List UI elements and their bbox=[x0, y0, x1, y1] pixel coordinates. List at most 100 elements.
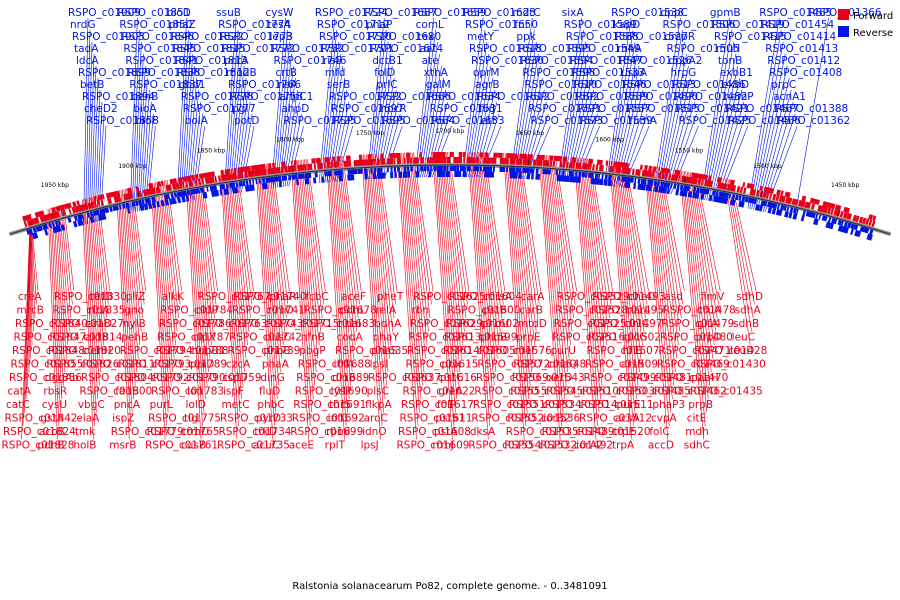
forward-gene-label[interactable]: vbgC bbox=[78, 399, 105, 411]
forward-gene-label[interactable]: RSPO_c01548 bbox=[513, 359, 586, 371]
forward-gene-label[interactable]: leuD bbox=[730, 345, 754, 357]
forward-gene-label[interactable]: prpD bbox=[696, 332, 722, 344]
forward-gene-label[interactable]: dinG bbox=[260, 372, 284, 384]
forward-gene-label[interactable]: RSPO_c01529 bbox=[557, 291, 630, 303]
forward-gene-label[interactable]: plsC bbox=[367, 386, 389, 398]
forward-gene-label[interactable]: mrsA bbox=[485, 291, 513, 303]
forward-gene-label[interactable]: pdhB bbox=[37, 440, 64, 452]
reverse-gene-label[interactable]: dppA2 bbox=[669, 55, 703, 67]
forward-gene-label[interactable]: RSPO_c01804 bbox=[81, 372, 154, 384]
reverse-gene-label[interactable]: RSPO_c01419 bbox=[712, 19, 785, 31]
forward-gene-label[interactable]: RSPO_c01740 bbox=[233, 291, 306, 303]
forward-gene-label[interactable]: catA bbox=[8, 386, 32, 398]
forward-gene-label[interactable]: RSPO_c01678 bbox=[304, 305, 377, 317]
reverse-gene-label[interactable]: RSPO_c01533 bbox=[572, 67, 645, 79]
forward-gene-label[interactable]: rpmI bbox=[326, 426, 350, 438]
forward-gene-label[interactable]: carB bbox=[519, 305, 543, 317]
forward-gene-label[interactable]: RSPO_c01842 bbox=[5, 413, 78, 425]
forward-gene-label[interactable]: RSPO_c01856 bbox=[9, 372, 82, 384]
forward-gene-label[interactable]: RSPO_c01528 bbox=[555, 305, 628, 317]
reverse-gene-label[interactable]: modB bbox=[226, 67, 257, 79]
forward-gene-label[interactable]: mtdD bbox=[518, 318, 547, 330]
forward-gene-label[interactable]: prpE bbox=[516, 332, 540, 344]
reverse-gene-label[interactable]: RSPO_c01710 bbox=[319, 31, 392, 43]
forward-gene-label[interactable]: sdhA bbox=[735, 305, 762, 317]
reverse-gene-label[interactable]: RSPO_c01838 bbox=[127, 67, 200, 79]
forward-gene-label[interactable]: RSPO_c01495 bbox=[591, 305, 664, 317]
forward-gene-label[interactable]: RSPO_c01629 bbox=[410, 318, 483, 330]
forward-gene-label[interactable]: narL bbox=[627, 305, 650, 317]
forward-gene-label[interactable]: lon bbox=[187, 386, 203, 398]
forward-gene-label[interactable]: aceE bbox=[289, 440, 314, 452]
reverse-gene-label[interactable]: crtB bbox=[276, 67, 297, 79]
forward-gene-label[interactable]: xerD bbox=[548, 372, 573, 384]
forward-gene-label[interactable]: infC bbox=[328, 413, 349, 425]
reverse-gene-label[interactable]: sixA bbox=[562, 7, 585, 19]
forward-gene-label[interactable]: RSPO_c01551 bbox=[473, 399, 546, 411]
reverse-gene-label[interactable]: RSPO_c01486 bbox=[673, 79, 746, 91]
forward-gene-label[interactable]: RSPO_c01480 bbox=[660, 332, 733, 344]
forward-gene-label[interactable]: RSPO_c01430 bbox=[693, 359, 766, 371]
forward-gene-label[interactable]: folP bbox=[437, 399, 456, 411]
reverse-gene-label[interactable]: RSPO_c01598 bbox=[522, 67, 595, 79]
forward-gene-label[interactable]: dksA bbox=[470, 426, 496, 438]
forward-gene-label[interactable]: RSPO_c01765 bbox=[147, 426, 220, 438]
reverse-gene-label[interactable]: RSPO_c01822 bbox=[171, 31, 244, 43]
forward-gene-label[interactable]: RSPO_c01800 bbox=[79, 386, 152, 398]
forward-gene-label[interactable]: gltA bbox=[697, 318, 719, 330]
forward-gene-label[interactable]: fluD bbox=[259, 386, 280, 398]
reverse-gene-label[interactable]: mdtC bbox=[512, 7, 540, 19]
reverse-gene-label[interactable]: RSPO_c01664 bbox=[382, 115, 455, 127]
forward-gene-label[interactable]: RSPO_c01572 bbox=[477, 359, 550, 371]
reverse-gene-label[interactable]: RSPO_c01695 bbox=[333, 115, 406, 127]
forward-gene-label[interactable]: RSPO_c01715 bbox=[266, 318, 339, 330]
reverse-gene-label[interactable]: fixJ bbox=[479, 103, 495, 115]
forward-gene-label[interactable]: purU bbox=[551, 345, 576, 357]
forward-gene-label[interactable]: cvpA bbox=[651, 413, 678, 425]
reverse-gene-label[interactable]: RSPO_c01623 bbox=[463, 7, 536, 19]
forward-gene-label[interactable]: czcA bbox=[226, 359, 251, 371]
forward-gene-label[interactable]: phaY bbox=[373, 332, 400, 344]
forward-gene-label[interactable]: dggAb bbox=[45, 372, 79, 384]
reverse-gene-label[interactable]: RSPO_c01413 bbox=[765, 43, 838, 55]
forward-gene-label[interactable]: RSPO_c01790 bbox=[153, 372, 226, 384]
reverse-gene-label[interactable]: RSPO_c01506 bbox=[663, 19, 736, 31]
reverse-gene-label[interactable]: comL bbox=[416, 19, 444, 31]
reverse-gene-label[interactable]: hrpG bbox=[671, 67, 697, 79]
forward-gene-label[interactable]: RSPO_c01576 bbox=[479, 345, 552, 357]
forward-gene-label[interactable]: RSPO_c01462 bbox=[654, 386, 727, 398]
forward-gene-label[interactable]: RSPO_c01605 bbox=[443, 345, 516, 357]
reverse-gene-label[interactable]: RSPO_c01746 bbox=[274, 55, 347, 67]
forward-gene-label[interactable]: ispF bbox=[223, 386, 244, 398]
reverse-gene-label[interactable]: acnA1 bbox=[773, 91, 806, 103]
reverse-gene-label[interactable]: tadA bbox=[74, 43, 99, 55]
forward-gene-label[interactable]: prpB bbox=[688, 399, 713, 411]
forward-gene-label[interactable]: pehB bbox=[121, 332, 148, 344]
forward-gene-label[interactable]: ripA bbox=[88, 305, 110, 317]
forward-gene-label[interactable]: pyrD bbox=[256, 413, 281, 425]
forward-gene-label[interactable]: RSPO_c01514 bbox=[545, 399, 618, 411]
forward-gene-label[interactable]: RSPO_c01625 bbox=[413, 291, 486, 303]
reverse-gene-label[interactable]: ppk bbox=[516, 31, 536, 43]
reverse-gene-label[interactable]: RSPO_c01466 bbox=[728, 115, 801, 127]
forward-gene-label[interactable]: pheT bbox=[377, 291, 404, 303]
forward-gene-label[interactable]: sdhC bbox=[684, 440, 710, 452]
reverse-gene-label[interactable]: cheD2 bbox=[84, 103, 118, 115]
forward-gene-label[interactable]: RSPO_c01775 bbox=[148, 413, 221, 425]
forward-gene-label[interactable]: ispD bbox=[224, 372, 247, 384]
forward-gene-label[interactable]: tmk bbox=[75, 426, 96, 438]
reverse-gene-label[interactable]: RSPO_c01837 bbox=[129, 79, 202, 91]
reverse-gene-label[interactable]: risS bbox=[323, 55, 343, 67]
forward-gene-label[interactable]: aroC bbox=[364, 413, 388, 425]
forward-gene-label[interactable]: pbgP bbox=[299, 345, 325, 357]
forward-gene-label[interactable]: RSPO_c01609 bbox=[397, 440, 470, 452]
forward-gene-label[interactable]: gstA bbox=[40, 413, 64, 425]
forward-gene-label[interactable]: RSPO_c01622 bbox=[403, 386, 476, 398]
forward-gene-label[interactable]: nfnB bbox=[301, 332, 325, 344]
reverse-gene-label[interactable]: RSPO_c01414 bbox=[763, 31, 836, 43]
forward-gene-label[interactable]: RSPO_c01761 bbox=[145, 440, 218, 452]
forward-gene-label[interactable]: elaA bbox=[76, 413, 100, 425]
reverse-gene-label[interactable]: RSPO_c01547 bbox=[570, 55, 643, 67]
forward-gene-label[interactable]: RSPO_c01826 bbox=[46, 359, 119, 371]
forward-gene-label[interactable]: phaR bbox=[269, 291, 296, 303]
